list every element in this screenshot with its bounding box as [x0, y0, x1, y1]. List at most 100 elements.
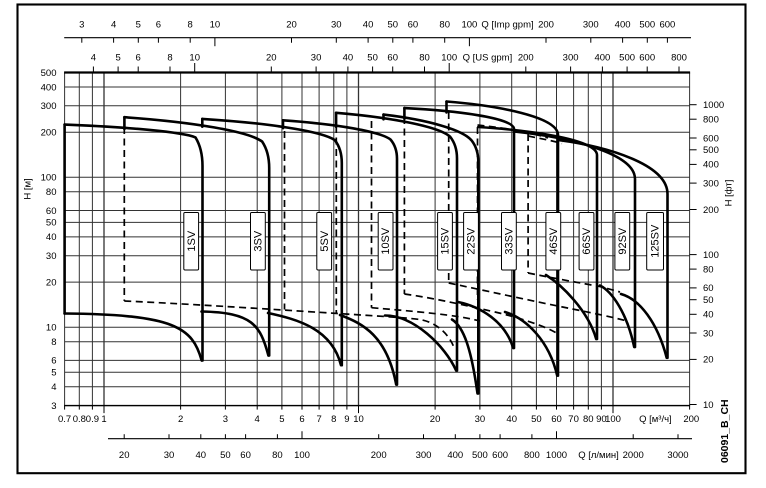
- svg-text:10: 10: [703, 400, 714, 411]
- svg-text:H [м]: H [м]: [23, 178, 34, 199]
- svg-text:50: 50: [220, 450, 231, 461]
- svg-text:0.8: 0.8: [73, 414, 86, 425]
- svg-text:6: 6: [299, 414, 304, 425]
- svg-text:Q [м³/ч]: Q [м³/ч]: [639, 414, 672, 425]
- svg-text:5SV: 5SV: [319, 230, 331, 251]
- svg-text:30: 30: [46, 251, 57, 262]
- svg-text:20: 20: [286, 20, 297, 31]
- svg-text:40: 40: [46, 232, 57, 243]
- svg-text:40: 40: [363, 20, 374, 31]
- svg-text:60: 60: [551, 414, 562, 425]
- svg-text:3: 3: [51, 401, 56, 412]
- svg-text:400: 400: [703, 160, 719, 171]
- svg-text:7: 7: [316, 414, 321, 425]
- svg-text:8: 8: [51, 337, 56, 348]
- svg-text:50: 50: [703, 295, 714, 306]
- svg-text:33SV: 33SV: [504, 227, 516, 255]
- svg-text:300: 300: [703, 178, 719, 189]
- svg-text:H [фт]: H [фт]: [724, 180, 735, 207]
- svg-text:20: 20: [46, 277, 57, 288]
- svg-text:4: 4: [51, 382, 56, 393]
- svg-text:200: 200: [703, 205, 719, 216]
- svg-text:90: 90: [596, 414, 607, 425]
- svg-text:40: 40: [196, 450, 207, 461]
- svg-text:400: 400: [447, 450, 463, 461]
- svg-text:06091_B_CH: 06091_B_CH: [719, 399, 731, 463]
- svg-text:Q [US gpm]: Q [US gpm]: [463, 53, 513, 64]
- svg-text:50: 50: [46, 218, 57, 229]
- svg-text:50: 50: [367, 53, 378, 64]
- svg-text:80: 80: [419, 53, 430, 64]
- svg-text:22SV: 22SV: [466, 227, 478, 255]
- svg-text:100: 100: [605, 414, 621, 425]
- svg-text:66SV: 66SV: [581, 227, 593, 255]
- svg-text:60: 60: [46, 206, 57, 217]
- svg-text:5: 5: [136, 20, 141, 31]
- svg-text:30: 30: [311, 53, 322, 64]
- svg-text:20: 20: [703, 355, 714, 366]
- svg-text:9: 9: [344, 414, 349, 425]
- svg-text:60: 60: [240, 450, 251, 461]
- svg-text:800: 800: [524, 450, 540, 461]
- svg-text:600: 600: [639, 53, 655, 64]
- svg-text:40: 40: [703, 310, 714, 321]
- svg-text:46SV: 46SV: [548, 227, 560, 255]
- svg-text:600: 600: [492, 450, 508, 461]
- svg-text:100: 100: [294, 450, 310, 461]
- svg-text:400: 400: [594, 53, 610, 64]
- svg-text:80: 80: [46, 187, 57, 198]
- svg-text:125SV: 125SV: [650, 224, 662, 258]
- svg-text:50: 50: [531, 414, 542, 425]
- svg-text:15SV: 15SV: [440, 227, 452, 255]
- svg-text:30: 30: [475, 414, 486, 425]
- svg-text:20: 20: [119, 450, 130, 461]
- svg-text:2: 2: [178, 414, 183, 425]
- svg-text:100: 100: [441, 53, 457, 64]
- svg-text:4: 4: [111, 20, 116, 31]
- svg-text:70: 70: [568, 414, 579, 425]
- svg-text:300: 300: [583, 20, 599, 31]
- svg-text:200: 200: [41, 128, 57, 139]
- svg-text:5: 5: [115, 53, 120, 64]
- svg-text:400: 400: [615, 20, 631, 31]
- svg-text:5: 5: [279, 414, 284, 425]
- svg-text:10: 10: [46, 323, 57, 334]
- svg-text:8: 8: [188, 20, 193, 31]
- svg-text:400: 400: [41, 82, 57, 93]
- svg-text:30: 30: [164, 450, 175, 461]
- svg-text:20: 20: [430, 414, 441, 425]
- svg-text:500: 500: [639, 20, 655, 31]
- svg-text:10: 10: [189, 53, 200, 64]
- svg-text:40: 40: [343, 53, 354, 64]
- svg-text:20: 20: [266, 53, 277, 64]
- svg-text:500: 500: [703, 145, 719, 156]
- svg-text:30: 30: [331, 20, 342, 31]
- svg-text:200: 200: [683, 414, 699, 425]
- svg-text:Q [Imp gpm]: Q [Imp gpm]: [481, 20, 533, 31]
- svg-text:80: 80: [703, 264, 714, 275]
- svg-text:100: 100: [41, 173, 57, 184]
- svg-text:3000: 3000: [667, 450, 688, 461]
- svg-text:0.9: 0.9: [86, 414, 99, 425]
- svg-text:60: 60: [408, 20, 419, 31]
- svg-text:500: 500: [619, 53, 635, 64]
- svg-text:200: 200: [371, 450, 387, 461]
- svg-text:8: 8: [331, 414, 336, 425]
- svg-text:60: 60: [387, 53, 398, 64]
- svg-text:6: 6: [51, 356, 56, 367]
- svg-text:30: 30: [703, 328, 714, 339]
- svg-text:1000: 1000: [546, 450, 567, 461]
- svg-text:5: 5: [51, 368, 56, 379]
- svg-text:8: 8: [167, 53, 172, 64]
- svg-text:1: 1: [101, 414, 106, 425]
- svg-text:600: 600: [659, 20, 675, 31]
- svg-text:80: 80: [272, 450, 283, 461]
- svg-text:2000: 2000: [623, 450, 644, 461]
- svg-text:10: 10: [353, 414, 364, 425]
- svg-text:40: 40: [506, 414, 517, 425]
- svg-text:200: 200: [538, 20, 554, 31]
- svg-text:3: 3: [79, 20, 84, 31]
- svg-text:100: 100: [703, 250, 719, 261]
- svg-text:200: 200: [518, 53, 534, 64]
- svg-text:600: 600: [703, 133, 719, 144]
